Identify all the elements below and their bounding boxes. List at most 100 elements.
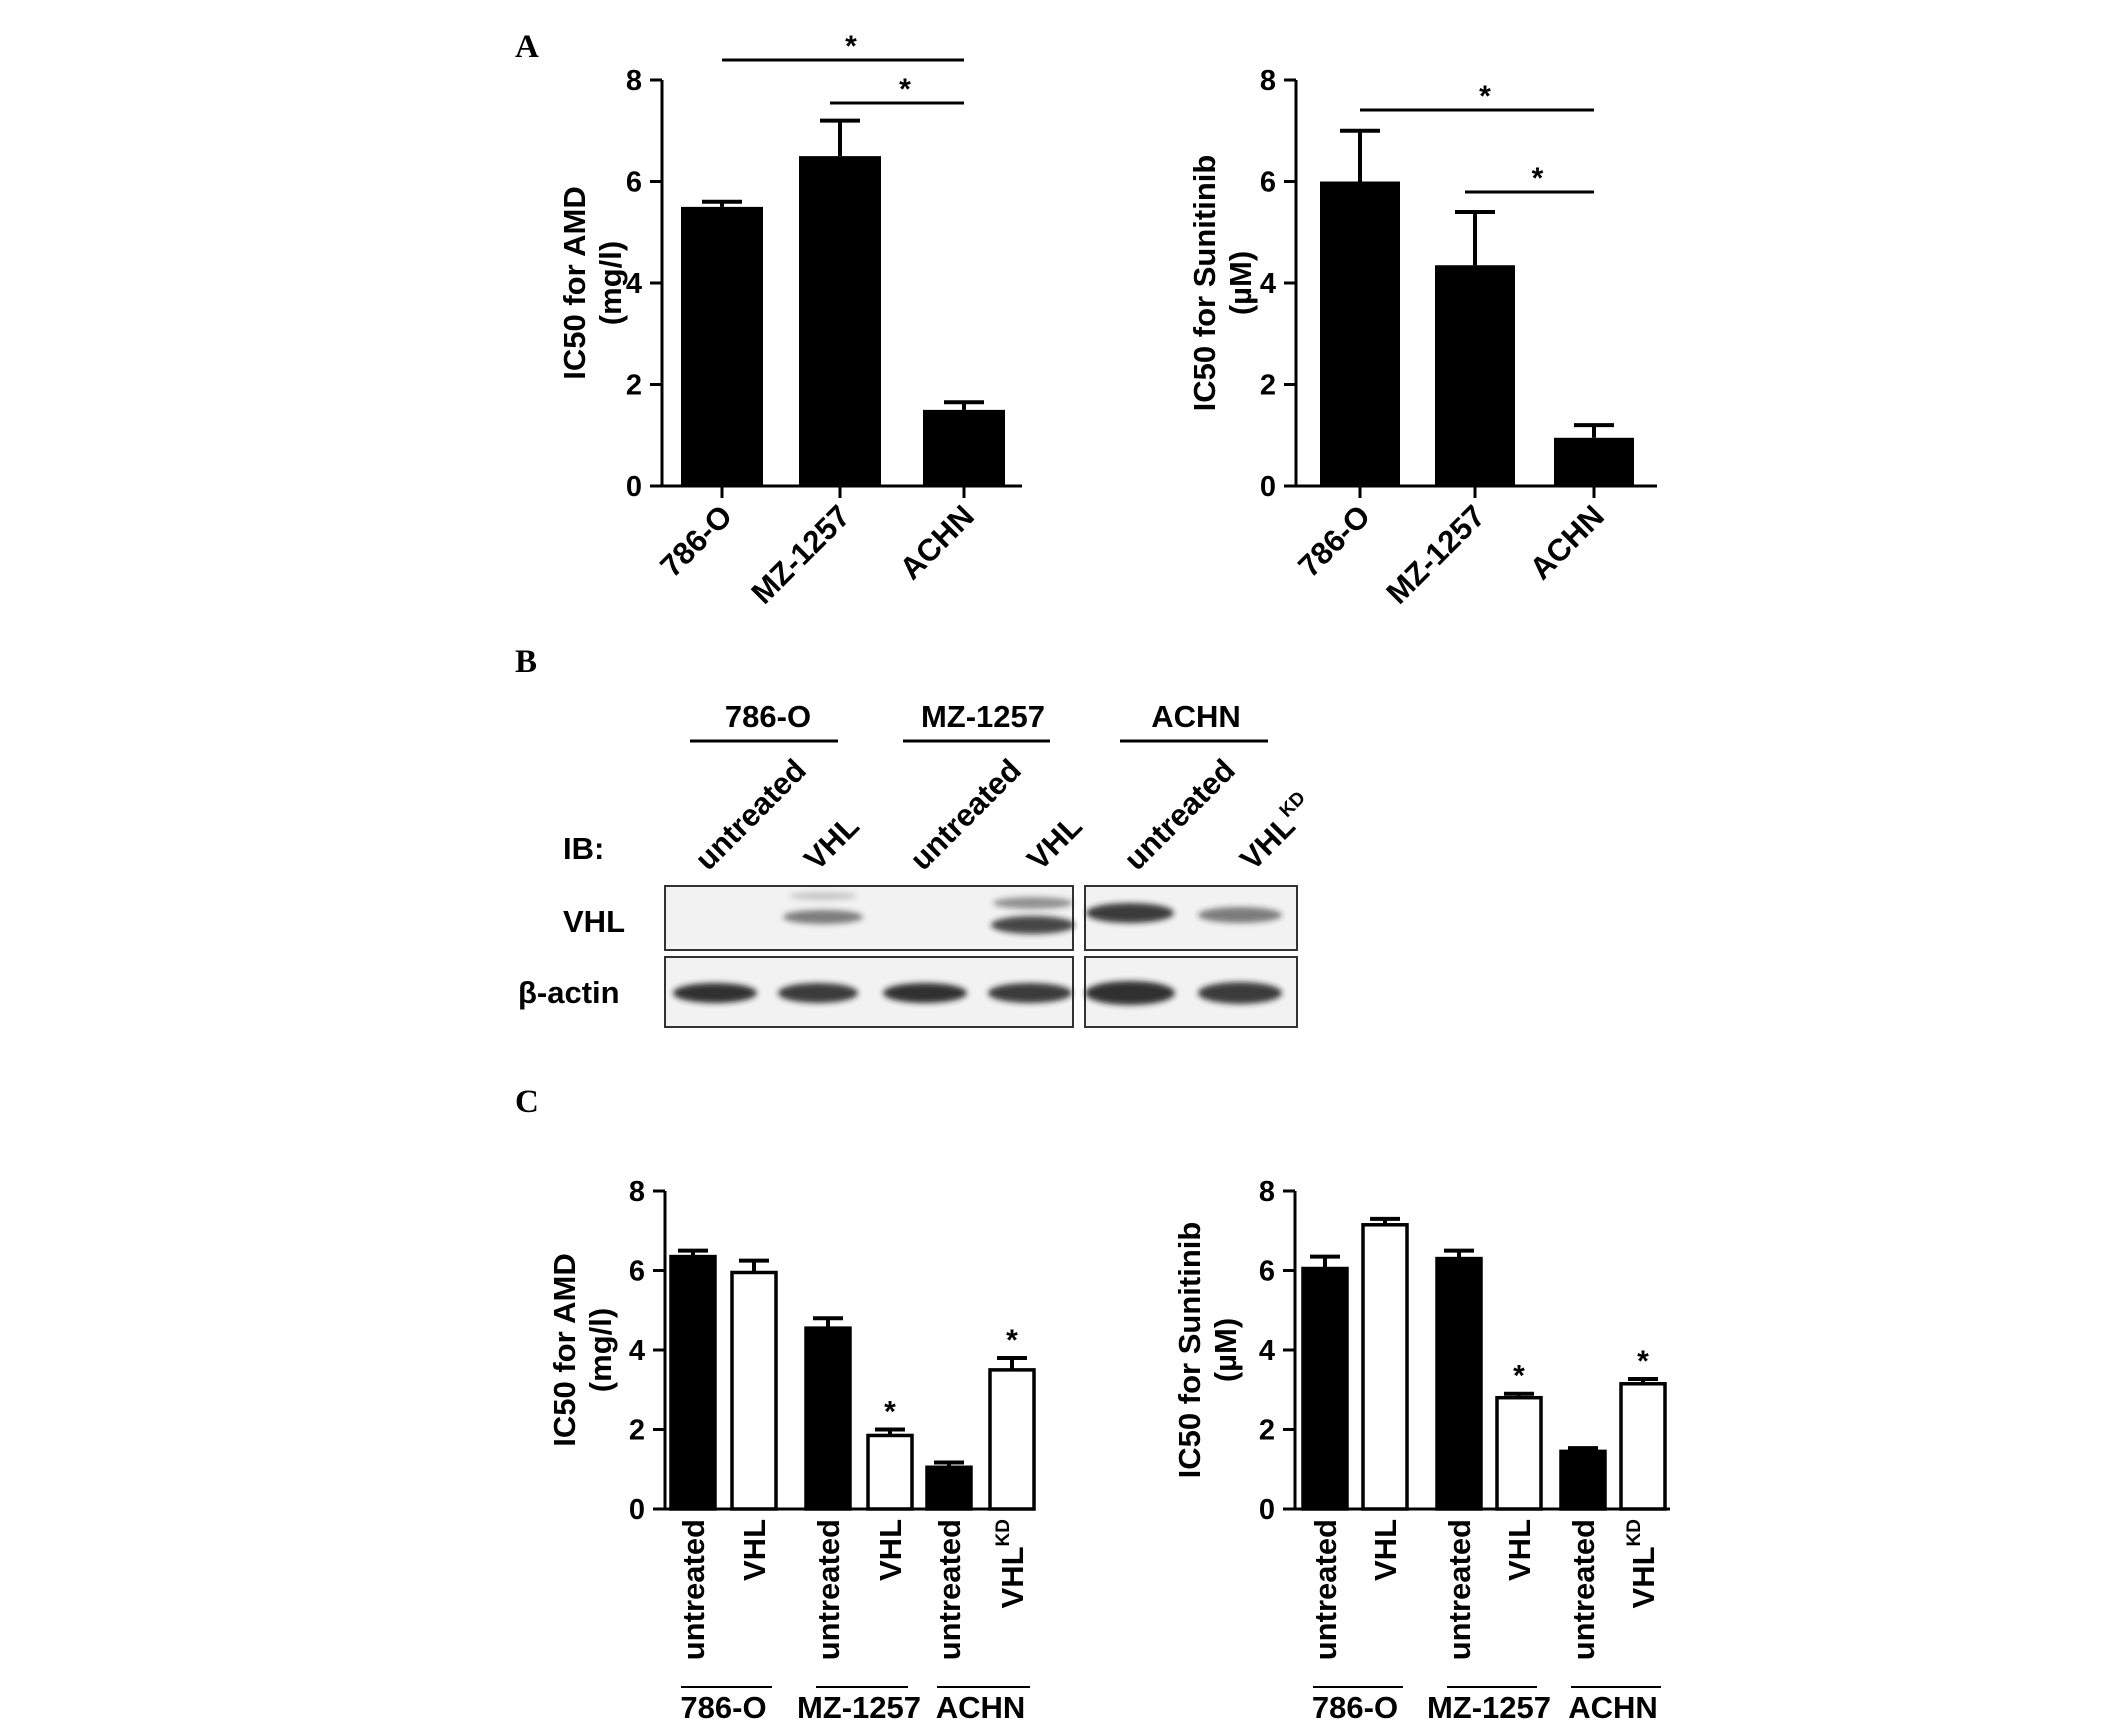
bar-vhl	[730, 1270, 778, 1511]
y-tick-label: 6	[1260, 167, 1276, 199]
bar	[1435, 265, 1515, 486]
bar-vhl	[1619, 1382, 1667, 1511]
panel-label-a: A	[515, 29, 539, 65]
blot-row-label-actin: β-actin	[518, 975, 620, 1010]
chart-a-right: 0 2 4 6 8 IC50 for Sunitinib (µM) 786-O MZ-1257 A…	[1187, 65, 1657, 611]
bar-label: VHL	[1502, 1519, 1537, 1581]
bar	[1320, 181, 1400, 486]
x-tick-label: 786-O	[653, 498, 739, 584]
blot-band	[993, 897, 1073, 909]
bar-label: untreated	[1566, 1519, 1601, 1660]
y-tick-label: 6	[629, 1256, 645, 1288]
y-tick-label: 0	[629, 1494, 645, 1526]
blot-lane-label: untreated	[688, 752, 813, 877]
group-label: ACHN	[1568, 1690, 1658, 1724]
y-tick-label: 2	[1259, 1415, 1275, 1447]
bar-label: untreated	[811, 1519, 846, 1660]
blot-band	[789, 892, 857, 900]
blot-band	[1085, 981, 1175, 1005]
chart-a-left: 0 2 4 6 8 IC50 for AMD (mg/l) 786-O MZ-1257 ACHN *…	[557, 30, 1022, 611]
group-label: ACHN	[936, 1690, 1026, 1724]
y-axis-label: IC50 for AMD	[557, 186, 592, 379]
significance-star: *	[1532, 162, 1544, 195]
bar-label: untreated	[1442, 1519, 1477, 1660]
significance-star: *	[1637, 1345, 1649, 1378]
y-tick-label: 6	[1259, 1256, 1275, 1288]
y-tick-label: 0	[1260, 471, 1276, 503]
blot-lane-label: VHL	[1020, 808, 1089, 877]
y-tick-label: 4	[629, 1335, 645, 1367]
y-axis-label: IC50 for Sunitinib	[1187, 155, 1222, 412]
bar-label: VHLKD	[1624, 1519, 1661, 1608]
blot-group-mz1257: MZ-1257	[921, 699, 1045, 734]
significance-star: *	[1513, 1360, 1525, 1393]
bar-vhl	[866, 1433, 914, 1511]
bar-label: VHLKD	[993, 1519, 1030, 1608]
bar-label: VHL	[873, 1519, 908, 1581]
bar-label: untreated	[932, 1519, 967, 1660]
y-tick-label: 2	[629, 1415, 645, 1447]
bar-untreated	[1435, 1256, 1483, 1511]
y-axis-label: (µM)	[1223, 251, 1258, 315]
significance-star: *	[1006, 1324, 1018, 1357]
y-axis-label: (mg/l)	[593, 241, 628, 325]
bar	[923, 409, 1005, 486]
blot-box	[664, 885, 1074, 951]
y-tick-label: 8	[626, 65, 642, 97]
blot-band	[783, 910, 863, 924]
y-tick-label: 8	[629, 1176, 645, 1208]
blot-group-786o: 786-O	[725, 699, 811, 734]
blot-lane-label: untreated	[1117, 752, 1242, 877]
y-axis-label: IC50 for AMD	[547, 1253, 582, 1446]
y-tick-label: 8	[1260, 65, 1276, 97]
bar-label: untreated	[1308, 1519, 1343, 1660]
blot-band	[1198, 907, 1282, 923]
y-axis-label: (µM)	[1208, 1318, 1243, 1382]
y-tick-label: 4	[626, 268, 642, 300]
significance-star: *	[845, 30, 857, 63]
blot-lane-label-vhlkd: VHLKD	[1232, 788, 1321, 877]
bar-untreated	[669, 1254, 717, 1511]
significance-star: *	[884, 1396, 896, 1429]
blot-row-label-vhl: VHL	[563, 904, 625, 939]
x-tick-label: 786-O	[1291, 498, 1377, 584]
y-axis-label: IC50 for Sunitinib	[1172, 1222, 1207, 1479]
bar	[681, 206, 763, 486]
x-tick-label: ACHN	[893, 498, 981, 586]
bar-vhl	[1361, 1223, 1409, 1511]
bar-vhl	[988, 1368, 1036, 1511]
group-label: 786-O	[680, 1690, 766, 1724]
bar-untreated	[925, 1465, 973, 1511]
blot-band	[778, 983, 858, 1003]
x-tick-label: MZ-1257	[744, 498, 856, 610]
bar-untreated	[1301, 1266, 1349, 1511]
y-tick-label: 0	[626, 471, 642, 503]
bar-label: VHL	[737, 1519, 772, 1581]
blot-ib-label: IB:	[563, 831, 604, 866]
blot-band	[1086, 903, 1174, 923]
blot-lane-label: VHL	[797, 808, 866, 877]
bar-vhl	[1495, 1395, 1543, 1511]
bar	[1554, 437, 1634, 486]
group-label: 786-O	[1312, 1690, 1398, 1724]
y-tick-label: 8	[1259, 1176, 1275, 1208]
blot-group-achn: ACHN	[1151, 699, 1241, 734]
significance-star: *	[899, 73, 911, 106]
blot-band	[988, 983, 1072, 1003]
blot-band	[1198, 982, 1282, 1004]
western-blot: 786-O MZ-1257 ACHN untreated VHL untreat…	[518, 699, 1321, 1028]
blot-lane-label: untreated	[903, 752, 1028, 877]
chart-c-left: 0 2 4 6 8 IC50 for AMD (mg/l) untreated VHL 786-O…	[547, 1176, 1036, 1724]
blot-band	[673, 983, 757, 1003]
bar-untreated	[804, 1326, 852, 1511]
blot-band	[883, 983, 967, 1003]
bar	[799, 156, 881, 486]
y-tick-label: 4	[1260, 268, 1276, 300]
y-axis-label: (mg/l)	[583, 1308, 618, 1392]
bar-untreated	[1559, 1449, 1607, 1511]
bar-label: untreated	[676, 1519, 711, 1660]
panel-label-b: B	[515, 644, 537, 680]
y-tick-label: 0	[1259, 1494, 1275, 1526]
blot-band	[991, 916, 1075, 934]
